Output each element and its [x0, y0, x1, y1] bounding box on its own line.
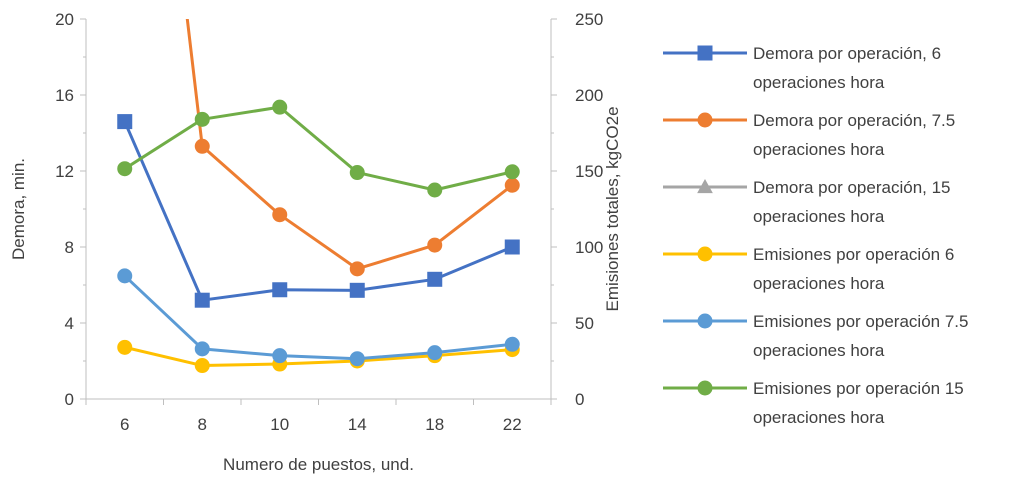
- data-point: [272, 282, 288, 298]
- data-point: [427, 271, 443, 287]
- y-tick-label: 0: [65, 390, 74, 409]
- series-line: [123, 274, 513, 361]
- series-line: [123, 105, 513, 192]
- legend-label: operaciones hora: [753, 73, 885, 92]
- legend-swatch-marker: [697, 313, 713, 329]
- data-point: [349, 282, 365, 298]
- legend-swatch-marker: [697, 246, 713, 262]
- data-point: [272, 348, 288, 364]
- data-point: [117, 268, 133, 284]
- y-tick-label: 8: [65, 238, 74, 257]
- data-point: [272, 207, 288, 223]
- data-point: [117, 114, 133, 130]
- y2-tick-label: 250: [575, 10, 603, 29]
- legend-label: operaciones hora: [753, 274, 885, 293]
- data-point: [194, 358, 210, 374]
- data-point: [427, 182, 443, 198]
- legend-item-5: Emisiones por operación 7.5 operaciones h…: [663, 312, 968, 360]
- data-point: [194, 138, 210, 154]
- legend-swatch-marker: [697, 380, 713, 396]
- legend-label: operaciones hora: [753, 341, 885, 360]
- data-point: [349, 165, 365, 181]
- series-1: [117, 114, 520, 308]
- legend-swatch-marker: [697, 178, 713, 194]
- data-point: [117, 339, 133, 355]
- y-tick-label: 4: [65, 314, 74, 333]
- y2-tick-label: 200: [575, 86, 603, 105]
- data-point: [504, 164, 520, 180]
- y-tick-label: 16: [55, 86, 74, 105]
- series-5: [117, 268, 520, 367]
- series-line: [123, 121, 513, 302]
- legend-label: operaciones hora: [753, 408, 885, 427]
- legend-swatch-marker: [697, 45, 713, 61]
- legend-item-1: Demora por operación, 6 operaciones hora: [663, 44, 941, 92]
- legend-label: Emisiones por operación 7.5: [753, 312, 968, 331]
- y2-tick-label: 50: [575, 314, 594, 333]
- legend-label: Demora por operación, 15: [753, 178, 951, 197]
- data-point: [272, 99, 288, 115]
- x-tick-label: 14: [348, 415, 367, 434]
- y-tick-label: 20: [55, 10, 74, 29]
- y2-tick-label: 100: [575, 238, 603, 257]
- series-6: [117, 99, 520, 198]
- y-axis-title: Demora, min.: [9, 158, 28, 260]
- x-tick-label: 6: [120, 415, 129, 434]
- legend-item-4: Emisiones por operación 6 operaciones hor…: [663, 245, 954, 293]
- legend-label: Demora por operación, 7.5: [753, 111, 955, 130]
- x-tick-label: 10: [270, 415, 289, 434]
- series-2: [185, 19, 520, 277]
- legend-label: Demora por operación, 6: [753, 44, 941, 63]
- data-point: [194, 341, 210, 357]
- x-tick-label: 22: [503, 415, 522, 434]
- data-point: [427, 345, 443, 361]
- legend-swatch-marker: [697, 112, 713, 128]
- data-point: [194, 292, 210, 308]
- legend-label: operaciones hora: [753, 207, 885, 226]
- series-line: [185, 19, 514, 271]
- legend-item-6: Emisiones por operación 15 operaciones ho…: [663, 379, 964, 427]
- data-point: [349, 261, 365, 277]
- y2-tick-label: 0: [575, 390, 584, 409]
- y-tick-label: 12: [55, 162, 74, 181]
- legend-label: operaciones hora: [753, 140, 885, 159]
- series-layer: [117, 19, 520, 374]
- x-axis-title: Numero de puestos, und.: [223, 455, 414, 474]
- data-point: [194, 111, 210, 127]
- data-point: [427, 237, 443, 253]
- data-point: [504, 177, 520, 193]
- legend-label: Emisiones por operación 15: [753, 379, 964, 398]
- data-point: [504, 239, 520, 255]
- series-line: [124, 345, 513, 368]
- legend-item-3: Demora por operación, 15 operaciones hora: [663, 178, 951, 226]
- data-point: [504, 336, 520, 352]
- x-tick-label: 8: [198, 415, 207, 434]
- axes: [80, 18, 557, 405]
- data-point: [349, 351, 365, 367]
- y2-axis-title: Emisiones totales, kgCO2e: [603, 106, 622, 311]
- y2-tick-label: 150: [575, 162, 603, 181]
- data-point: [117, 161, 133, 177]
- legend-label: Emisiones por operación 6: [753, 245, 954, 264]
- x-tick-label: 18: [425, 415, 444, 434]
- legend-item-2: Demora por operación, 7.5 operaciones hor…: [663, 111, 955, 159]
